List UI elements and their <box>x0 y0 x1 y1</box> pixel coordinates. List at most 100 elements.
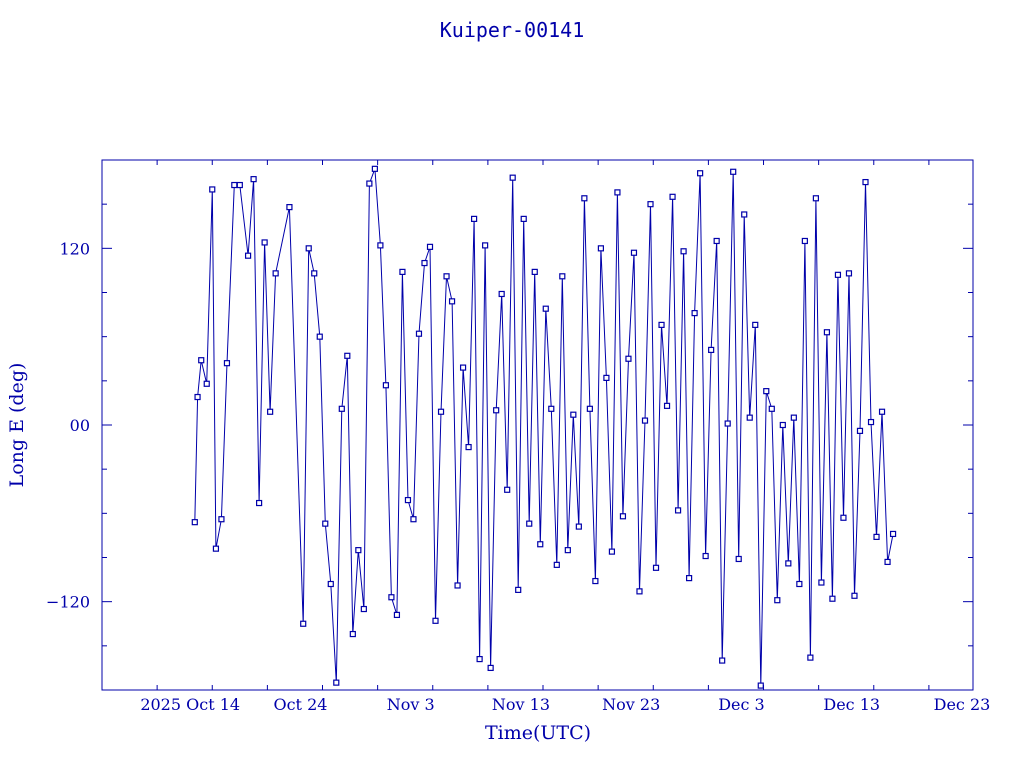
data-point <box>851 592 858 599</box>
data-point <box>845 270 853 277</box>
data-point <box>300 620 307 627</box>
data-point <box>198 357 205 364</box>
x-tick-label: Dec 23 <box>934 695 991 714</box>
data-point <box>360 605 367 613</box>
data-point <box>757 682 764 689</box>
plot-area <box>191 165 897 689</box>
data-point <box>829 595 836 602</box>
data-point <box>581 195 588 202</box>
data-point <box>338 405 345 412</box>
data-point <box>708 346 715 354</box>
data-point <box>636 588 643 595</box>
data-point <box>575 523 582 530</box>
data-point <box>691 310 698 317</box>
chart-title: Kuiper-00141 <box>440 18 585 42</box>
data-point <box>812 195 819 202</box>
data-point <box>515 586 522 593</box>
data-point <box>322 520 329 527</box>
y-tick-label: 120 <box>59 239 90 258</box>
data-point <box>752 321 759 328</box>
data-point <box>267 408 274 415</box>
data-point <box>244 252 252 259</box>
data-point <box>652 564 660 571</box>
data-point <box>625 355 632 362</box>
x-axis: 2025 Oct 14 Oct 24 Nov 3 Nov 13 Nov 23 Dec 3 D… <box>101 160 991 714</box>
data-point <box>218 516 225 523</box>
y-axis-label: Long E (deg) <box>6 363 28 488</box>
data-point <box>889 530 897 538</box>
data-point <box>697 170 704 177</box>
data-point <box>410 516 417 523</box>
data-point <box>520 215 527 222</box>
data-point <box>790 414 797 421</box>
data-point <box>719 657 726 664</box>
data-point <box>443 273 450 280</box>
data-point <box>834 271 842 278</box>
data-point <box>487 664 494 672</box>
data-point <box>454 582 461 589</box>
data-point <box>286 204 293 211</box>
data-point <box>801 237 808 245</box>
data-point <box>194 393 201 401</box>
data-point <box>559 273 566 280</box>
x-tick-label: Nov 13 <box>492 695 550 714</box>
data-point <box>669 193 676 200</box>
data-point <box>597 245 604 252</box>
data-point <box>493 407 500 414</box>
data-point <box>630 249 638 256</box>
data-point <box>327 580 334 588</box>
data-point <box>663 402 671 409</box>
data-point <box>873 533 880 540</box>
data-point <box>818 579 825 586</box>
data-point <box>476 655 483 663</box>
x-axis-label: Time(UTC) <box>485 722 591 744</box>
data-point <box>437 408 445 415</box>
data-point <box>371 165 378 172</box>
data-point <box>608 548 616 555</box>
y-tick-label: −120 <box>46 593 90 612</box>
data-point <box>774 597 781 604</box>
data-point <box>674 507 682 514</box>
data-point <box>763 388 770 395</box>
data-point <box>388 594 395 601</box>
data-point <box>382 382 390 389</box>
data-point <box>735 555 742 563</box>
data-point <box>619 513 627 520</box>
data-point <box>878 408 886 415</box>
data-point <box>840 514 847 521</box>
data-point <box>685 575 693 582</box>
data-point <box>807 654 814 661</box>
data-point <box>421 259 428 267</box>
x-tick-label: Dec 3 <box>718 695 765 714</box>
data-point <box>614 189 621 196</box>
data-point <box>355 547 362 554</box>
data-point <box>823 329 831 336</box>
data-point <box>404 496 412 504</box>
data-point <box>393 611 401 619</box>
data-point <box>377 242 384 249</box>
data-point <box>482 242 489 249</box>
data-point <box>504 486 511 493</box>
data-point <box>432 617 439 624</box>
data-point <box>465 443 472 451</box>
data-point <box>603 374 610 381</box>
data-point <box>741 211 748 218</box>
data-point <box>366 180 373 187</box>
data-point <box>316 333 323 340</box>
data-point <box>459 364 467 371</box>
data-point <box>862 178 869 186</box>
data-point <box>498 290 505 298</box>
data-point <box>344 352 351 359</box>
data-point <box>867 418 875 426</box>
data-point <box>426 243 434 250</box>
data-point <box>272 270 279 277</box>
data-point <box>231 181 238 189</box>
data-point <box>796 580 803 588</box>
data-point <box>471 215 478 222</box>
data-point <box>256 499 263 507</box>
y-axis: 120 00 −120 <box>46 159 973 691</box>
data-point <box>702 552 709 560</box>
data-point <box>448 298 456 305</box>
data-point <box>680 248 687 255</box>
